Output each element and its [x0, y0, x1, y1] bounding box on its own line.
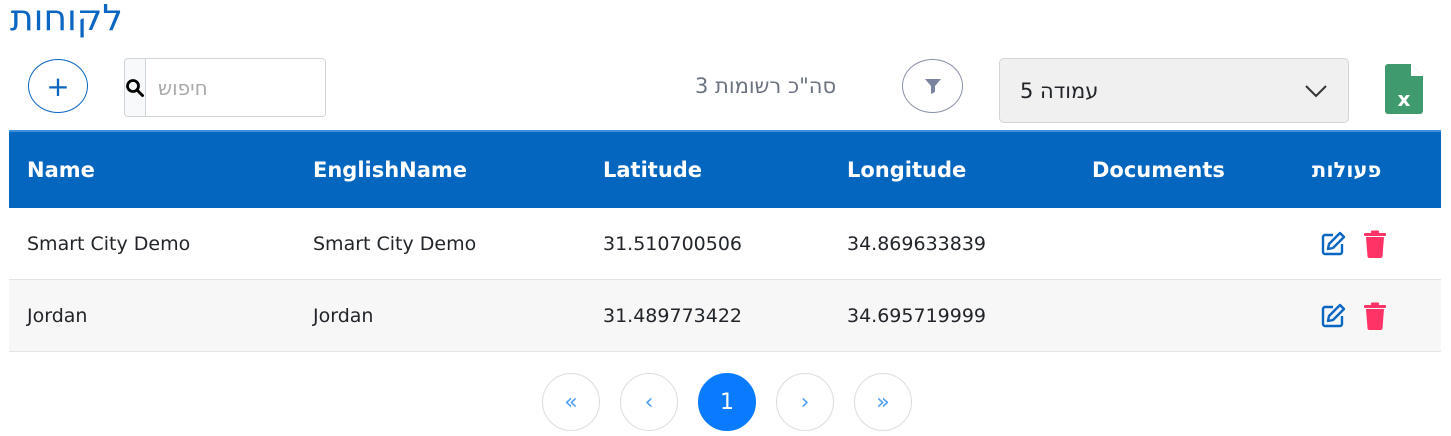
cell-englishname: Jordan: [313, 304, 374, 327]
edit-icon[interactable]: [1319, 302, 1347, 330]
cell-longitude: 34.695719999: [847, 304, 987, 327]
page-1-button[interactable]: 1: [698, 373, 756, 431]
record-count: סה"כ רשומות 3: [695, 74, 837, 98]
column-header-documents[interactable]: Documents: [1092, 158, 1225, 182]
filter-icon: [924, 79, 941, 94]
cell-name: Jordan: [27, 304, 88, 327]
last-page-button[interactable]: »: [854, 373, 912, 431]
pagination: « ‹ 1 › »: [542, 373, 912, 431]
column-header-name[interactable]: Name: [27, 158, 95, 182]
table-header: Name EnglishName Latitude Longitude Docu…: [9, 130, 1441, 208]
table-row: Jordan Jordan 31.489773422 34.695719999: [9, 280, 1441, 352]
filter-button[interactable]: [902, 59, 963, 113]
table-row: Smart City Demo Smart City Demo 31.51070…: [9, 208, 1441, 280]
row-actions: [1319, 230, 1387, 258]
excel-export-icon[interactable]: x: [1385, 64, 1423, 114]
chevron-down-icon: [1305, 84, 1327, 97]
column-header-latitude[interactable]: Latitude: [603, 158, 703, 182]
column-header-englishname[interactable]: EnglishName: [313, 158, 468, 182]
page-size-select[interactable]: עמודה 5: [999, 58, 1349, 123]
column-header-longitude[interactable]: Longitude: [847, 158, 967, 182]
cell-name: Smart City Demo: [27, 232, 191, 255]
page-size-value: עמודה 5: [1020, 78, 1099, 103]
cell-latitude: 31.489773422: [603, 304, 743, 327]
svg-text:x: x: [1398, 87, 1411, 111]
trash-icon[interactable]: [1363, 302, 1387, 330]
cell-longitude: 34.869633839: [847, 232, 987, 255]
search-box: [124, 58, 326, 117]
edit-icon[interactable]: [1319, 230, 1347, 258]
cell-latitude: 31.510700506: [603, 232, 743, 255]
search-input[interactable]: [146, 59, 325, 116]
trash-icon[interactable]: [1363, 230, 1387, 258]
cell-englishname: Smart City Demo: [313, 232, 477, 255]
first-page-button[interactable]: «: [542, 373, 600, 431]
prev-page-button[interactable]: ‹: [620, 373, 678, 431]
search-icon[interactable]: [125, 59, 146, 116]
add-customer-button[interactable]: +: [28, 59, 88, 113]
page-title: לקוחות: [10, 0, 123, 39]
row-actions: [1319, 302, 1387, 330]
next-page-button[interactable]: ›: [776, 373, 834, 431]
customers-table: Name EnglishName Latitude Longitude Docu…: [9, 130, 1441, 352]
column-header-actions: פעולות: [1312, 158, 1382, 182]
